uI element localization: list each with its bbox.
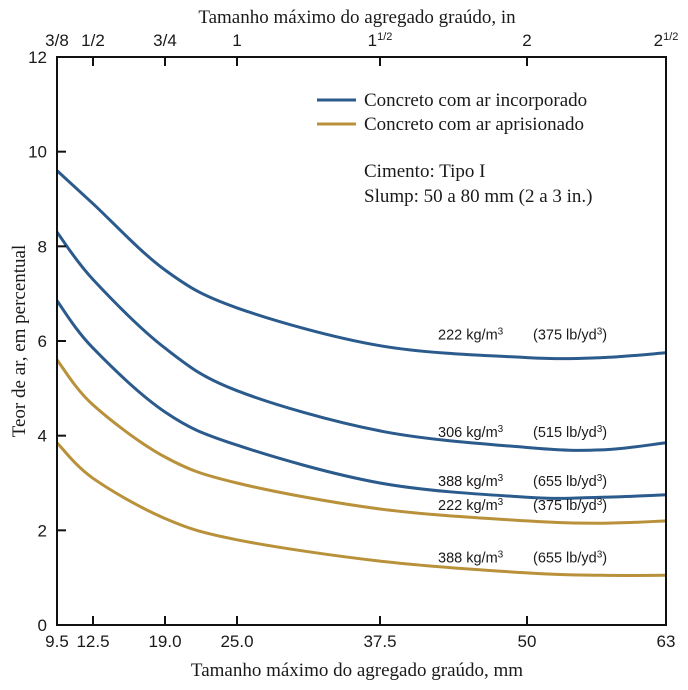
x-tick-label-bottom: 50 <box>518 632 537 651</box>
series-line-entrapped-3 <box>55 358 667 525</box>
y-tick-label: 0 <box>38 616 47 635</box>
series-label-4: 388 kg/m3 (655 lb/yd3) <box>438 549 607 566</box>
legend-note-slump: Slump: 50 a 80 mm (2 a 3 in.) <box>364 186 593 207</box>
x-tick-label-top: 3/4 <box>153 31 177 50</box>
series-label-0: 222 kg/m3 (375 lb/yd3) <box>438 327 607 344</box>
series-line-entrapped-4 <box>55 441 667 577</box>
x-tick-label-bottom: 25.0 <box>220 632 253 651</box>
series-label-2: 388 kg/m3 (655 lb/yd3) <box>438 473 607 490</box>
bottom-axis-title: Tamanho máximo do agregado graúdo, mm <box>191 660 523 681</box>
series-label-3: 222 kg/m3 (375 lb/yd3) <box>438 497 607 514</box>
x-tick-label-top: 21/2 <box>654 31 679 50</box>
x-tick-label-bottom: 12.5 <box>76 632 109 651</box>
x-tick-label-top: 1/2 <box>81 31 105 50</box>
x-tick-label-top: 1 <box>232 31 241 50</box>
legend-note-cement: Cimento: Tipo I <box>364 161 485 182</box>
y-tick-label: 2 <box>38 521 47 540</box>
y-tick-label: 4 <box>38 427 47 446</box>
axis-ticks: 9.5 12.5 19.0 25.0 37.5 50 633/8 1/2 3/4 1 11/2 2 21… <box>28 31 678 651</box>
x-tick-label-top: 3/8 <box>45 31 69 50</box>
legend-label-air-entrained: Concreto com ar incorporado <box>364 90 587 111</box>
y-tick-label: 6 <box>38 332 47 351</box>
legend-label-entrapped: Concreto com ar aprisionado <box>364 114 584 135</box>
series-labels: 222 kg/m3 (375 lb/yd3) 306 kg/m3 (515 lb/yd… <box>438 327 607 567</box>
x-tick-label-bottom: 9.5 <box>45 632 69 651</box>
x-tick-label-bottom: 19.0 <box>148 632 181 651</box>
series-line-air-entrained-2 <box>55 299 667 500</box>
x-tick-label-bottom: 63 <box>657 632 676 651</box>
top-axis-title: Tamanho máximo do agregado graúdo, in <box>198 7 516 28</box>
x-tick-label-bottom: 37.5 <box>363 632 396 651</box>
y-tick-label: 12 <box>28 48 47 67</box>
y-tick-label: 8 <box>38 237 47 256</box>
x-tick-label-top: 11/2 <box>368 31 393 50</box>
y-tick-label: 10 <box>28 143 47 162</box>
y-axis-title: Teor de ar, em percentual <box>9 245 30 438</box>
legend: Concreto com ar incorporado Concreto com… <box>317 90 593 207</box>
x-tick-label-top: 2 <box>522 31 531 50</box>
series-line-air-entrained-1 <box>55 231 667 452</box>
series-label-1: 306 kg/m3 (515 lb/yd3) <box>438 424 607 441</box>
series-curves <box>55 169 667 577</box>
series-line-air-entrained-0 <box>55 169 667 361</box>
